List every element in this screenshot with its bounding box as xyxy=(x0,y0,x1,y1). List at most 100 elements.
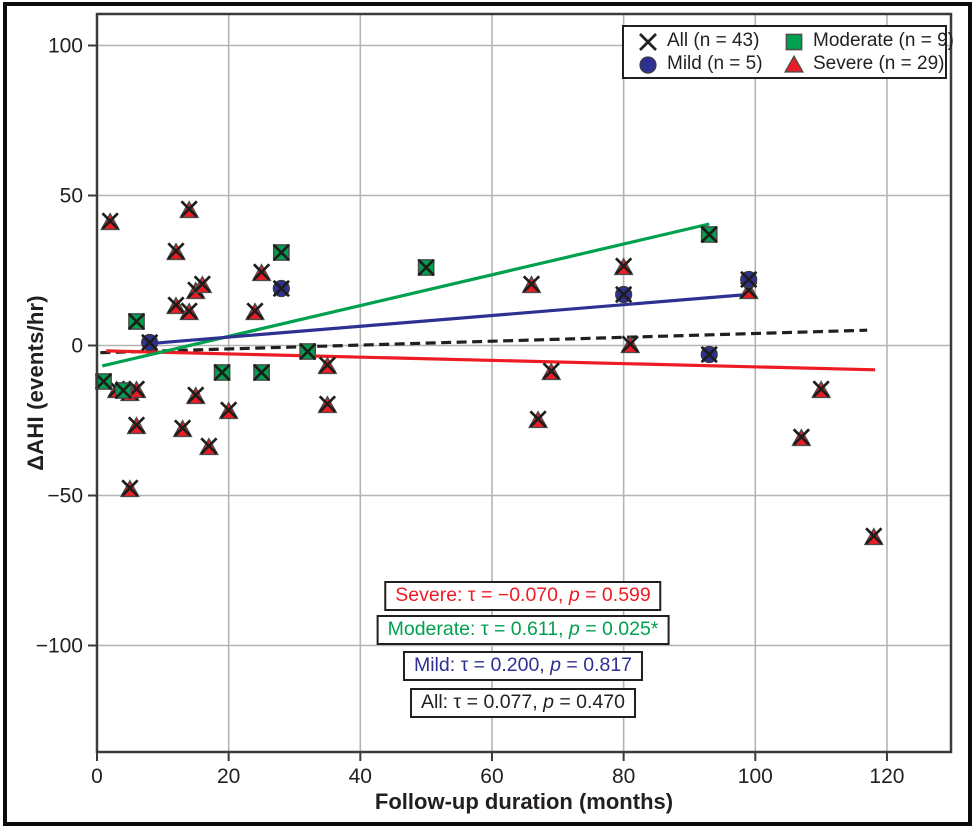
x-tick-label: 120 xyxy=(869,765,904,788)
y-tick-label: −100 xyxy=(36,635,83,658)
all-x-overlay-icon xyxy=(614,257,633,275)
all-x-overlay-icon xyxy=(812,380,830,398)
data-point-severe xyxy=(863,527,884,546)
all-x-overlay-icon xyxy=(700,225,718,244)
data-point-severe xyxy=(185,386,206,405)
stats-text: p xyxy=(550,654,561,676)
stats-box-all: All: τ = 0.077, p = 0.470 xyxy=(410,688,636,719)
all-x-overlay-icon xyxy=(522,275,541,293)
x-tick-label: 100 xyxy=(738,765,773,788)
x-tick-label: 80 xyxy=(612,765,635,788)
all-x-overlay-icon xyxy=(621,335,639,353)
data-point-severe xyxy=(541,362,562,381)
all-x-overlay-icon xyxy=(180,302,198,320)
all-x-overlay-icon xyxy=(318,395,337,413)
all-x-overlay-icon xyxy=(529,410,547,428)
data-point-moderate xyxy=(700,225,718,244)
all-x-overlay-icon xyxy=(200,437,218,455)
all-x-overlay-icon xyxy=(101,212,119,230)
data-point-moderate xyxy=(272,243,290,262)
data-point-moderate xyxy=(127,312,146,331)
y-tick-label: −50 xyxy=(47,485,83,508)
all-x-overlay-icon xyxy=(542,362,560,380)
all-x-overlay-icon xyxy=(94,372,113,391)
x-tick-label: 60 xyxy=(480,765,503,788)
data-point-severe xyxy=(179,302,200,321)
legend-label: Mild (n = 5) xyxy=(667,52,763,74)
axis-ticks xyxy=(88,44,888,761)
data-point-severe xyxy=(521,275,542,294)
x-tick-label: 0 xyxy=(91,765,103,788)
tick-labels: 0 20 40 60 80 100 120 100 50 0 −50 −100 xyxy=(36,35,905,789)
legend-item-mild: Mild (n = 5) xyxy=(636,52,782,75)
figure-frame xyxy=(3,2,972,826)
y-tick-label: 50 xyxy=(60,185,83,208)
series-moderate xyxy=(94,225,718,400)
data-point-moderate xyxy=(252,363,271,382)
stats-box-moderate: Moderate: τ = 0.611, p = 0.025* xyxy=(376,615,670,646)
data-point-moderate xyxy=(114,381,132,400)
series-mild xyxy=(141,270,758,364)
data-point-severe xyxy=(126,380,147,399)
data-point-severe xyxy=(192,275,213,294)
all-x-overlay-icon xyxy=(865,527,883,545)
square-marker-icon xyxy=(785,33,803,50)
all-x-overlay-icon xyxy=(792,428,811,446)
legend-label: All (n = 43) xyxy=(667,29,760,51)
legend-item-all: All (n = 43) xyxy=(636,29,782,52)
x-tick-label: 20 xyxy=(217,765,240,788)
stats-box-severe: Severe: τ = −0.070, p = 0.599 xyxy=(384,581,662,612)
trend-line-severe xyxy=(106,349,876,372)
data-point-severe xyxy=(528,410,549,429)
data-point-moderate xyxy=(213,363,231,382)
stats-text: = 0.599 xyxy=(579,584,651,606)
legend-label: Severe (n = 29) xyxy=(813,52,945,74)
trend-line-mild xyxy=(148,292,756,346)
x-marker-icon xyxy=(639,32,657,51)
data-point-severe xyxy=(126,416,147,435)
y-tick-label: 100 xyxy=(48,35,83,58)
legend-label: Moderate (n = 9) xyxy=(813,29,954,51)
all-x-overlay-icon xyxy=(167,242,185,260)
all-x-overlay-icon xyxy=(700,345,718,364)
all-x-overlay-icon xyxy=(246,302,264,320)
data-point-severe xyxy=(198,437,219,456)
y-axis-label: ΔAHI (events/hr) xyxy=(23,295,48,471)
data-point-severe xyxy=(100,212,121,231)
x-axis-label: Follow-up duration (months) xyxy=(374,789,674,814)
stats-box-mild: Mild: τ = 0.200, p = 0.817 xyxy=(402,651,644,682)
stats-text: Severe: τ = −0.070, xyxy=(395,584,569,606)
all-x-overlay-icon xyxy=(213,363,231,382)
data-point-severe xyxy=(244,302,265,321)
stats-text: All: τ = 0.077, xyxy=(421,691,544,713)
data-point-severe xyxy=(620,335,641,354)
all-x-overlay-icon xyxy=(193,275,211,293)
data-point-severe xyxy=(317,395,338,414)
circle-marker-icon xyxy=(639,55,657,74)
data-point-severe xyxy=(317,356,338,375)
all-x-overlay-icon xyxy=(417,258,435,277)
y-tick-label: 0 xyxy=(71,335,83,358)
data-point-moderate xyxy=(417,258,435,277)
stats-text: p xyxy=(568,618,580,640)
data-point-mild xyxy=(272,279,290,298)
stats-text: = 0.025* xyxy=(579,618,659,640)
all-x-overlay-icon xyxy=(740,270,758,289)
legend: All (n = 43) Moderate (n = 9) Mild (n = 5)… xyxy=(622,25,954,79)
data-point-mild xyxy=(614,285,633,304)
data-point-severe xyxy=(166,296,186,315)
data-point-severe xyxy=(172,419,193,438)
plot-border xyxy=(95,12,953,754)
trend-line-moderate xyxy=(101,222,710,368)
all-x-overlay-icon xyxy=(272,279,290,298)
x-tick-label: 40 xyxy=(349,765,372,788)
data-point-severe xyxy=(791,428,812,447)
data-point-severe xyxy=(218,401,239,420)
legend-item-moderate: Moderate (n = 9) xyxy=(782,29,954,52)
all-x-overlay-icon xyxy=(121,479,139,497)
all-x-overlay-icon xyxy=(252,263,271,281)
all-x-overlay-icon xyxy=(614,285,633,304)
all-x-overlay-icon xyxy=(173,419,192,437)
all-x-overlay-icon xyxy=(318,356,337,374)
legend-item-severe: Severe (n = 29) xyxy=(782,52,954,75)
